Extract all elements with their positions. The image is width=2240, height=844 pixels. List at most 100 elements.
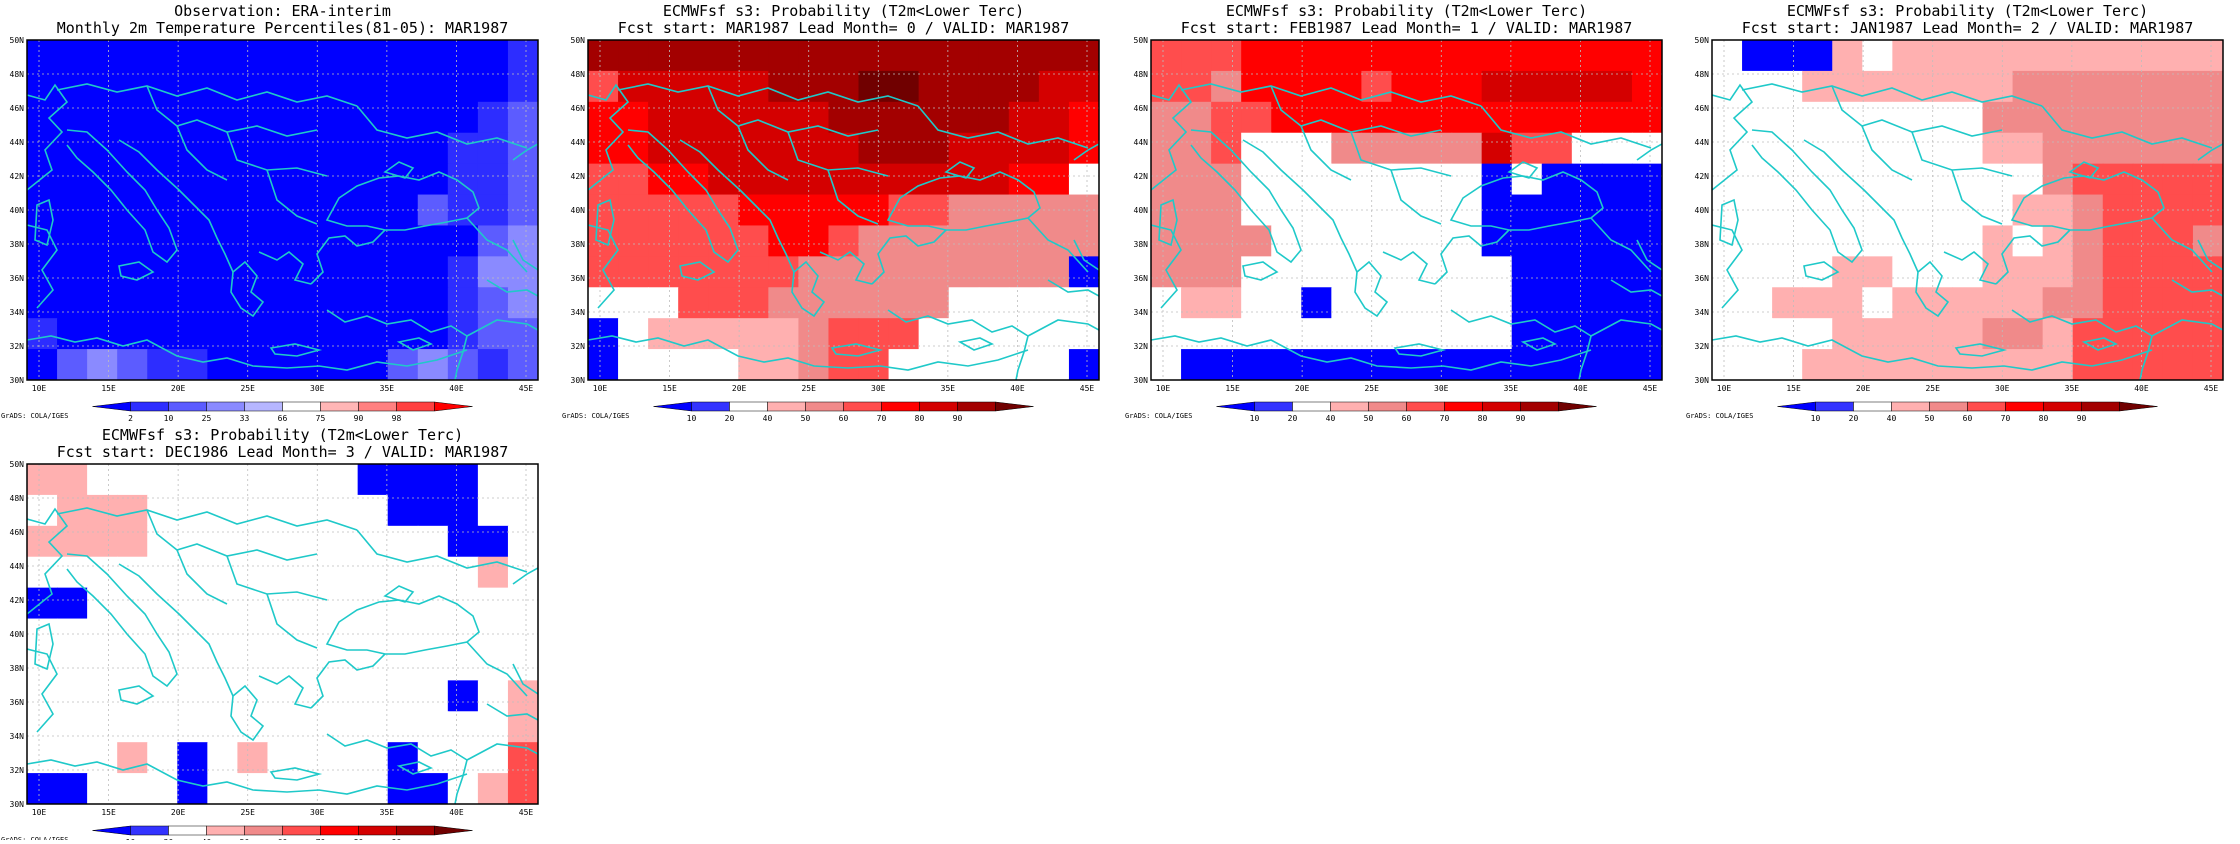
grid-cell	[1982, 40, 2014, 72]
grid-cell	[1211, 40, 1242, 72]
grid-cell	[1952, 40, 1984, 72]
lat-tick-label: 34N	[1695, 308, 1710, 317]
lon-tick-label: 25E	[240, 384, 255, 393]
colorbar-segment	[1891, 401, 1930, 412]
grid-cell	[678, 287, 709, 319]
grid-cell	[267, 101, 299, 134]
grid-cell	[1742, 349, 1773, 380]
grid-cell	[207, 287, 239, 319]
grid-cell	[1982, 287, 2014, 319]
grid-cell	[648, 101, 679, 134]
grid-cell	[1892, 349, 1924, 380]
grid-cell	[2102, 256, 2134, 288]
colorbar-label: 50	[1925, 414, 1935, 423]
lon-tick-label: 20E	[1295, 384, 1310, 393]
grid-cell	[1301, 256, 1332, 288]
grid-cell	[327, 163, 359, 196]
grid-cell	[477, 163, 509, 196]
grid-cell	[177, 494, 208, 527]
grid-cell	[1892, 101, 1924, 134]
grid-cell	[357, 742, 389, 774]
lat-tick-label: 40N	[10, 206, 25, 215]
grid-cell	[1481, 101, 1513, 134]
grid-cell	[888, 225, 920, 257]
grid-cell	[177, 225, 208, 257]
lat-tick-label: 38N	[10, 664, 25, 673]
grid-cell	[1211, 101, 1242, 134]
lon-tick-label: 30E	[871, 384, 886, 393]
grid-cell	[1952, 287, 1984, 319]
grid-cell	[1541, 70, 1573, 103]
colorbar-segment	[1406, 401, 1445, 412]
grid-cell	[267, 680, 299, 712]
grid-cell	[507, 494, 538, 527]
grid-cell	[1301, 225, 1332, 257]
grid-cell	[948, 70, 980, 103]
colorbar-segment	[320, 825, 359, 836]
grid-cell	[1952, 256, 1984, 288]
grid-cell	[1802, 256, 1833, 288]
grid-cell	[117, 225, 148, 257]
map-frame	[26, 39, 539, 381]
grid-cell	[27, 464, 58, 496]
grid-cell	[297, 318, 329, 350]
grid-cell	[708, 101, 739, 134]
panel-obs-title-line-0: Observation: ERA-interim	[174, 2, 391, 20]
grid-cell	[507, 680, 538, 712]
grid-cell	[2102, 163, 2134, 196]
grid-cell	[858, 132, 890, 165]
grid-cell	[87, 587, 118, 620]
grid-cell	[678, 349, 709, 380]
grid-cell	[888, 132, 920, 165]
grid-cell	[237, 494, 269, 527]
grid-cell	[1802, 40, 1833, 72]
grid-cell	[1922, 132, 1954, 165]
grid-cell	[1601, 225, 1633, 257]
map-frame	[1711, 39, 2224, 381]
lat-tick-label: 46N	[10, 104, 25, 113]
grid-cell	[237, 773, 269, 804]
grid-cell	[417, 773, 449, 804]
lat-tick-label: 36N	[10, 274, 25, 283]
grid-cell	[1068, 132, 1099, 165]
grid-cell	[507, 256, 538, 288]
grid-cell	[2162, 101, 2194, 134]
grid-cell	[768, 101, 800, 134]
grid-cell	[357, 525, 389, 558]
grid-cell	[87, 556, 118, 589]
grid-cell	[2162, 256, 2194, 288]
grid-cell	[417, 101, 449, 134]
colorbar-segment	[843, 401, 882, 412]
grid-cell	[2042, 132, 2074, 165]
grid-cell	[1331, 318, 1363, 350]
grid-cell	[207, 464, 239, 496]
grid-cell	[738, 318, 769, 350]
grid-cell	[1712, 132, 1743, 165]
lon-tick-label: 45E	[2204, 384, 2219, 393]
grid-cell	[477, 225, 509, 257]
grid-cell	[1922, 287, 1954, 319]
grid-cell	[507, 70, 538, 103]
grid-cell	[768, 40, 800, 72]
grid-cell	[1038, 101, 1070, 134]
grid-cell	[27, 132, 58, 165]
grid-cell	[117, 101, 148, 134]
grid-cell	[1742, 40, 1773, 72]
grid-cell	[177, 101, 208, 134]
lat-tick-label: 32N	[10, 766, 25, 775]
grid-cell	[618, 163, 649, 196]
grid-cell	[1832, 318, 1863, 350]
grid-cell	[978, 256, 1010, 288]
panel-lead0: ECMWFsf s3: Probability (T2m<Lower Terc)…	[562, 2, 1100, 423]
lat-tick-label: 38N	[10, 240, 25, 249]
grid-cell	[2192, 40, 2223, 72]
lat-tick-label: 48N	[571, 70, 586, 79]
grid-cell	[177, 464, 208, 496]
grid-cell	[327, 101, 359, 134]
grid-cell	[1038, 287, 1070, 319]
grid-cell	[357, 287, 389, 319]
lat-tick-label: 48N	[1695, 70, 1710, 79]
colorbar-label: 20	[725, 414, 735, 423]
colorbar-segment	[282, 825, 321, 836]
grid-cell	[1571, 70, 1603, 103]
